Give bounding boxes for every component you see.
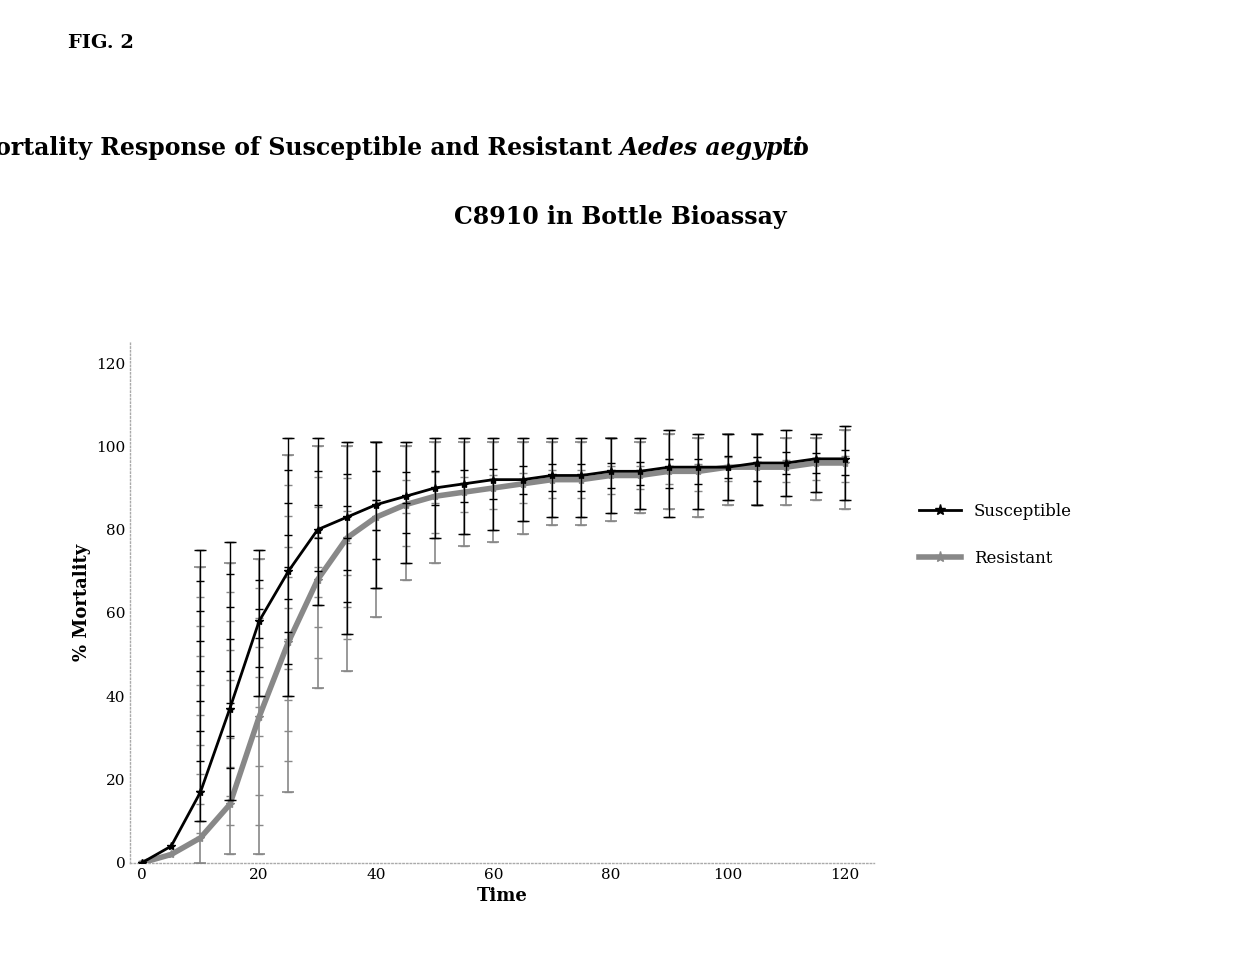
Susceptible xyxy=(340,511,355,522)
Susceptible xyxy=(310,523,325,535)
Resistant xyxy=(398,498,413,510)
Susceptible xyxy=(632,466,647,477)
Susceptible xyxy=(456,478,471,490)
Resistant xyxy=(691,466,706,477)
Susceptible xyxy=(837,453,852,465)
Susceptible xyxy=(662,462,677,473)
Resistant xyxy=(837,457,852,469)
Resistant xyxy=(428,491,443,502)
Resistant xyxy=(720,462,735,473)
Text: FIG. 2: FIG. 2 xyxy=(68,34,134,52)
Resistant xyxy=(340,532,355,544)
Text: to: to xyxy=(774,136,808,160)
Susceptible xyxy=(750,457,765,469)
Susceptible xyxy=(428,482,443,494)
Susceptible xyxy=(603,466,618,477)
Resistant xyxy=(456,487,471,498)
Resistant xyxy=(281,636,296,648)
Resistant xyxy=(603,469,618,481)
Text: Aedes aegypti: Aedes aegypti xyxy=(620,136,804,160)
Susceptible xyxy=(222,703,237,714)
Susceptible xyxy=(281,566,296,577)
Resistant xyxy=(368,511,383,522)
Text: C8910 in Bottle Bioassay: C8910 in Bottle Bioassay xyxy=(454,205,786,229)
Susceptible xyxy=(398,491,413,502)
Resistant xyxy=(516,478,531,490)
Y-axis label: % Mortality: % Mortality xyxy=(72,544,91,661)
Susceptible xyxy=(779,457,794,469)
Resistant xyxy=(193,832,208,844)
Resistant xyxy=(252,711,267,723)
Resistant xyxy=(544,474,559,486)
Susceptible xyxy=(252,615,267,627)
Resistant xyxy=(779,462,794,473)
Susceptible xyxy=(486,474,501,486)
Susceptible xyxy=(720,462,735,473)
Line: Susceptible: Susceptible xyxy=(138,455,849,867)
Resistant xyxy=(662,466,677,477)
Susceptible xyxy=(691,462,706,473)
Susceptible xyxy=(193,787,208,798)
X-axis label: Time: Time xyxy=(476,887,528,905)
Resistant xyxy=(164,848,179,860)
Line: Resistant: Resistant xyxy=(138,459,849,867)
Resistant xyxy=(486,482,501,494)
Resistant xyxy=(222,799,237,811)
Susceptible xyxy=(544,469,559,481)
Resistant xyxy=(808,457,823,469)
Susceptible xyxy=(574,469,589,481)
Susceptible xyxy=(134,857,149,869)
Text: Time/Mortality Response of Susceptible and Resistant: Time/Mortality Response of Susceptible a… xyxy=(0,136,620,160)
Susceptible xyxy=(516,474,531,486)
Susceptible xyxy=(808,453,823,465)
Resistant xyxy=(750,462,765,473)
Susceptible xyxy=(164,841,179,852)
Legend: Susceptible, Resistant: Susceptible, Resistant xyxy=(913,496,1079,574)
Resistant xyxy=(134,857,149,869)
Susceptible xyxy=(368,498,383,510)
Resistant xyxy=(310,574,325,585)
Resistant xyxy=(574,474,589,486)
Resistant xyxy=(632,469,647,481)
